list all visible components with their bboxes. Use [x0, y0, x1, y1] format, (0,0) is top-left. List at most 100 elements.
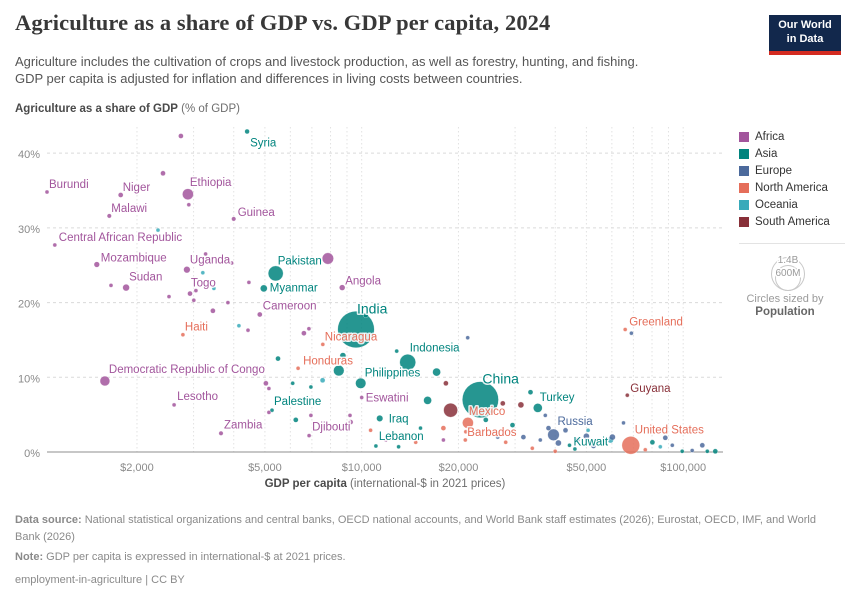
data-point[interactable]	[712, 448, 719, 455]
data-point[interactable]	[483, 417, 489, 423]
data-point[interactable]	[187, 290, 193, 297]
country-label-guinea[interactable]: Guinea	[236, 205, 277, 220]
data-point[interactable]	[440, 425, 447, 431]
data-point-honduras[interactable]	[295, 366, 301, 371]
data-point[interactable]	[621, 420, 626, 426]
country-label-china[interactable]: China	[481, 369, 521, 388]
data-point[interactable]	[246, 280, 252, 285]
data-point-eswatini[interactable]	[359, 395, 364, 400]
data-point[interactable]	[319, 377, 326, 384]
data-point-lesotho[interactable]	[171, 402, 177, 408]
data-point[interactable]	[394, 348, 399, 354]
country-label-central-african-republic[interactable]: Central African Republic	[57, 231, 184, 246]
data-point[interactable]	[186, 202, 192, 207]
data-point-malawi[interactable]	[106, 213, 112, 219]
data-point[interactable]	[441, 437, 446, 443]
country-label-burundi[interactable]: Burundi	[48, 178, 91, 193]
data-point[interactable]	[590, 443, 597, 449]
country-label-kuwait[interactable]: Kuwait	[572, 435, 610, 450]
country-label-indonesia[interactable]: Indonesia	[408, 341, 461, 356]
legend-item-north-america[interactable]: North America	[739, 182, 847, 194]
data-point[interactable]	[609, 433, 616, 441]
data-point[interactable]	[266, 410, 272, 415]
country-label-russia[interactable]: Russia	[556, 414, 595, 429]
data-point-lebanon[interactable]	[373, 443, 379, 449]
country-label-mozambique[interactable]: Mozambique	[99, 251, 168, 266]
data-point[interactable]	[191, 298, 197, 303]
data-point[interactable]	[629, 330, 634, 336]
data-point[interactable]	[160, 170, 166, 177]
country-label-mexico[interactable]: Mexico	[467, 404, 506, 419]
data-point[interactable]	[211, 286, 217, 291]
data-point[interactable]	[266, 386, 272, 391]
data-point-syria[interactable]	[244, 128, 250, 135]
data-point-togo[interactable]	[193, 288, 199, 293]
legend-item-oceania[interactable]: Oceania	[739, 199, 847, 211]
data-point[interactable]	[679, 449, 685, 454]
country-label-cameroon[interactable]: Cameroon	[261, 299, 318, 314]
data-point[interactable]	[705, 449, 710, 454]
data-point[interactable]	[552, 449, 558, 454]
data-point[interactable]	[290, 381, 295, 386]
data-point[interactable]	[275, 355, 281, 362]
data-point[interactable]	[383, 437, 388, 443]
data-point[interactable]	[562, 427, 569, 434]
data-point-uganda[interactable]	[183, 266, 191, 274]
data-point-central-african-republic[interactable]	[52, 242, 58, 248]
country-label-lebanon[interactable]: Lebanon	[377, 430, 425, 445]
data-point[interactable]	[396, 444, 401, 450]
country-label-palestine[interactable]: Palestine	[273, 395, 323, 410]
data-point-mexico[interactable]	[462, 417, 474, 429]
legend-item-asia[interactable]: Asia	[739, 148, 847, 160]
data-point-india[interactable]	[337, 310, 375, 349]
data-point[interactable]	[403, 432, 408, 438]
data-point[interactable]	[263, 380, 269, 387]
data-point[interactable]	[662, 435, 669, 441]
data-point-guinea[interactable]	[231, 216, 237, 222]
data-point[interactable]	[155, 227, 161, 233]
data-point[interactable]	[574, 437, 581, 443]
data-point[interactable]	[368, 428, 373, 433]
country-label-sudan[interactable]: Sudan	[128, 270, 164, 285]
data-point-cameroon[interactable]	[257, 311, 263, 318]
data-point[interactable]	[500, 400, 506, 407]
data-point-democratic-republic-of-congo[interactable]	[99, 375, 111, 387]
data-point[interactable]	[601, 438, 606, 444]
credit-link[interactable]: employment-in-agriculture | CC BY	[15, 573, 185, 586]
data-point-niger[interactable]	[117, 192, 124, 198]
country-label-myanmar[interactable]: Myanmar	[268, 281, 319, 296]
data-point-angola[interactable]	[339, 284, 346, 291]
data-point[interactable]	[503, 440, 508, 445]
data-point[interactable]	[308, 413, 314, 418]
data-point-zambia[interactable]	[218, 430, 224, 436]
country-label-haiti[interactable]: Haiti	[183, 320, 209, 335]
country-label-angola[interactable]: Angola	[344, 274, 383, 289]
data-point[interactable]	[428, 348, 434, 353]
country-label-united-states[interactable]: United States	[633, 423, 705, 438]
country-label-zambia[interactable]: Zambia	[223, 418, 265, 433]
data-point[interactable]	[321, 252, 334, 265]
data-point[interactable]	[432, 367, 441, 377]
data-point-russia[interactable]	[547, 428, 560, 441]
data-point[interactable]	[413, 440, 418, 445]
country-label-syria[interactable]: Syria	[249, 136, 279, 151]
data-point[interactable]	[200, 270, 206, 275]
legend-item-europe[interactable]: Europe	[739, 165, 847, 177]
data-point[interactable]	[527, 389, 534, 395]
data-point[interactable]	[229, 260, 234, 266]
data-point-nicaragua[interactable]	[320, 342, 326, 347]
data-point[interactable]	[670, 443, 675, 448]
country-label-guyana[interactable]: Guyana	[629, 382, 673, 397]
country-label-honduras[interactable]: Honduras	[302, 354, 355, 369]
data-point[interactable]	[649, 439, 656, 446]
data-point[interactable]	[418, 425, 423, 431]
data-point[interactable]	[643, 447, 648, 453]
data-point[interactable]	[463, 429, 469, 435]
data-point-philippines[interactable]	[355, 377, 367, 389]
country-label-uganda[interactable]: Uganda	[188, 253, 232, 268]
data-point[interactable]	[363, 312, 369, 319]
data-point[interactable]	[658, 444, 663, 450]
data-point[interactable]	[517, 401, 525, 409]
country-label-eswatini[interactable]: Eswatini	[364, 391, 410, 406]
data-point[interactable]	[555, 439, 562, 447]
